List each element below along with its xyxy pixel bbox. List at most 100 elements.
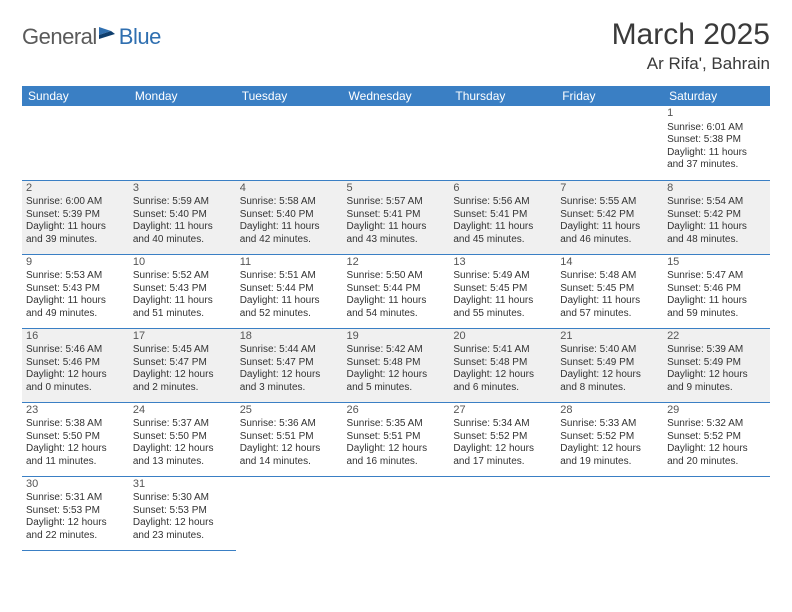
daylight-line: Daylight: 12 hours and 6 minutes.	[453, 369, 552, 394]
sunset-line: Sunset: 5:49 PM	[560, 357, 659, 370]
logo-text-blue: Blue	[119, 24, 161, 50]
day-number: 22	[667, 330, 766, 344]
sunset-line: Sunset: 5:50 PM	[26, 431, 125, 444]
title-block: March 2025 Ar Rifa', Bahrain	[612, 18, 770, 74]
sunset-line: Sunset: 5:52 PM	[453, 431, 552, 444]
sunset-line: Sunset: 5:41 PM	[453, 209, 552, 222]
daylight-line: Daylight: 12 hours and 13 minutes.	[133, 443, 232, 468]
calendar-cell: 13Sunrise: 5:49 AMSunset: 5:45 PMDayligh…	[449, 254, 556, 328]
sunset-line: Sunset: 5:42 PM	[560, 209, 659, 222]
sunset-line: Sunset: 5:53 PM	[133, 505, 232, 518]
calendar-cell: 6Sunrise: 5:56 AMSunset: 5:41 PMDaylight…	[449, 180, 556, 254]
sunset-line: Sunset: 5:40 PM	[133, 209, 232, 222]
sunrise-line: Sunrise: 5:58 AM	[240, 196, 339, 209]
calendar-body: 1Sunrise: 6:01 AMSunset: 5:38 PMDaylight…	[22, 106, 770, 550]
flag-icon	[97, 25, 119, 50]
sunset-line: Sunset: 5:47 PM	[240, 357, 339, 370]
day-number: 16	[26, 330, 125, 344]
calendar-cell: 11Sunrise: 5:51 AMSunset: 5:44 PMDayligh…	[236, 254, 343, 328]
daylight-line: Daylight: 12 hours and 0 minutes.	[26, 369, 125, 394]
day-number: 17	[133, 330, 232, 344]
calendar-cell: 7Sunrise: 5:55 AMSunset: 5:42 PMDaylight…	[556, 180, 663, 254]
sunrise-line: Sunrise: 5:41 AM	[453, 344, 552, 357]
sunrise-line: Sunrise: 5:49 AM	[453, 270, 552, 283]
day-header: Friday	[556, 86, 663, 106]
day-number: 25	[240, 404, 339, 418]
sunrise-line: Sunrise: 5:53 AM	[26, 270, 125, 283]
sunrise-line: Sunrise: 5:36 AM	[240, 418, 339, 431]
day-number: 4	[240, 182, 339, 196]
calendar-table: SundayMondayTuesdayWednesdayThursdayFrid…	[22, 86, 770, 551]
sunrise-line: Sunrise: 6:00 AM	[26, 196, 125, 209]
daylight-line: Daylight: 12 hours and 9 minutes.	[667, 369, 766, 394]
daylight-line: Daylight: 12 hours and 11 minutes.	[26, 443, 125, 468]
day-number: 8	[667, 182, 766, 196]
daylight-line: Daylight: 12 hours and 23 minutes.	[133, 517, 232, 542]
calendar-cell-empty	[129, 106, 236, 180]
calendar-cell-empty	[449, 106, 556, 180]
sunrise-line: Sunrise: 5:34 AM	[453, 418, 552, 431]
calendar-cell: 14Sunrise: 5:48 AMSunset: 5:45 PMDayligh…	[556, 254, 663, 328]
calendar-cell-empty	[236, 476, 343, 550]
sunrise-line: Sunrise: 5:45 AM	[133, 344, 232, 357]
sunset-line: Sunset: 5:46 PM	[667, 283, 766, 296]
calendar-cell-empty	[343, 476, 450, 550]
day-number: 19	[347, 330, 446, 344]
day-number: 12	[347, 256, 446, 270]
day-number: 14	[560, 256, 659, 270]
sunrise-line: Sunrise: 5:48 AM	[560, 270, 659, 283]
daylight-line: Daylight: 11 hours and 37 minutes.	[667, 147, 766, 172]
sunrise-line: Sunrise: 5:59 AM	[133, 196, 232, 209]
day-number: 26	[347, 404, 446, 418]
daylight-line: Daylight: 11 hours and 39 minutes.	[26, 221, 125, 246]
daylight-line: Daylight: 11 hours and 43 minutes.	[347, 221, 446, 246]
sunrise-line: Sunrise: 6:01 AM	[667, 122, 766, 135]
sunset-line: Sunset: 5:42 PM	[667, 209, 766, 222]
sunrise-line: Sunrise: 5:31 AM	[26, 492, 125, 505]
sunset-line: Sunset: 5:41 PM	[347, 209, 446, 222]
day-number: 9	[26, 256, 125, 270]
daylight-line: Daylight: 11 hours and 49 minutes.	[26, 295, 125, 320]
sunrise-line: Sunrise: 5:46 AM	[26, 344, 125, 357]
sunset-line: Sunset: 5:43 PM	[133, 283, 232, 296]
day-header: Wednesday	[343, 86, 450, 106]
calendar-cell-empty	[556, 476, 663, 550]
calendar-cell: 17Sunrise: 5:45 AMSunset: 5:47 PMDayligh…	[129, 328, 236, 402]
calendar-cell: 25Sunrise: 5:36 AMSunset: 5:51 PMDayligh…	[236, 402, 343, 476]
sunrise-line: Sunrise: 5:44 AM	[240, 344, 339, 357]
calendar-cell: 9Sunrise: 5:53 AMSunset: 5:43 PMDaylight…	[22, 254, 129, 328]
daylight-line: Daylight: 11 hours and 54 minutes.	[347, 295, 446, 320]
sunset-line: Sunset: 5:44 PM	[240, 283, 339, 296]
day-number: 23	[26, 404, 125, 418]
calendar-cell: 2Sunrise: 6:00 AMSunset: 5:39 PMDaylight…	[22, 180, 129, 254]
calendar-cell: 22Sunrise: 5:39 AMSunset: 5:49 PMDayligh…	[663, 328, 770, 402]
sunset-line: Sunset: 5:53 PM	[26, 505, 125, 518]
sunset-line: Sunset: 5:45 PM	[560, 283, 659, 296]
calendar-cell: 19Sunrise: 5:42 AMSunset: 5:48 PMDayligh…	[343, 328, 450, 402]
daylight-line: Daylight: 12 hours and 16 minutes.	[347, 443, 446, 468]
day-header: Saturday	[663, 86, 770, 106]
sunrise-line: Sunrise: 5:33 AM	[560, 418, 659, 431]
sunrise-line: Sunrise: 5:38 AM	[26, 418, 125, 431]
day-header: Thursday	[449, 86, 556, 106]
sunset-line: Sunset: 5:39 PM	[26, 209, 125, 222]
day-number: 15	[667, 256, 766, 270]
calendar-cell: 10Sunrise: 5:52 AMSunset: 5:43 PMDayligh…	[129, 254, 236, 328]
sunset-line: Sunset: 5:43 PM	[26, 283, 125, 296]
calendar-week-row: 9Sunrise: 5:53 AMSunset: 5:43 PMDaylight…	[22, 254, 770, 328]
calendar-week-row: 16Sunrise: 5:46 AMSunset: 5:46 PMDayligh…	[22, 328, 770, 402]
sunset-line: Sunset: 5:52 PM	[667, 431, 766, 444]
daylight-line: Daylight: 12 hours and 17 minutes.	[453, 443, 552, 468]
daylight-line: Daylight: 12 hours and 5 minutes.	[347, 369, 446, 394]
calendar-week-row: 30Sunrise: 5:31 AMSunset: 5:53 PMDayligh…	[22, 476, 770, 550]
sunrise-line: Sunrise: 5:37 AM	[133, 418, 232, 431]
sunrise-line: Sunrise: 5:40 AM	[560, 344, 659, 357]
sunrise-line: Sunrise: 5:56 AM	[453, 196, 552, 209]
daylight-line: Daylight: 11 hours and 46 minutes.	[560, 221, 659, 246]
calendar-cell-empty	[663, 476, 770, 550]
calendar-week-row: 2Sunrise: 6:00 AMSunset: 5:39 PMDaylight…	[22, 180, 770, 254]
day-number: 24	[133, 404, 232, 418]
sunrise-line: Sunrise: 5:50 AM	[347, 270, 446, 283]
calendar-cell: 31Sunrise: 5:30 AMSunset: 5:53 PMDayligh…	[129, 476, 236, 550]
calendar-cell: 15Sunrise: 5:47 AMSunset: 5:46 PMDayligh…	[663, 254, 770, 328]
